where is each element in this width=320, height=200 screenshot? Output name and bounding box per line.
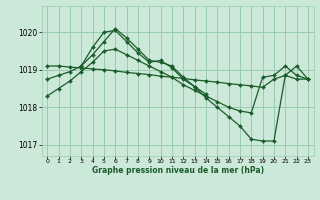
X-axis label: Graphe pression niveau de la mer (hPa): Graphe pression niveau de la mer (hPa): [92, 166, 264, 175]
